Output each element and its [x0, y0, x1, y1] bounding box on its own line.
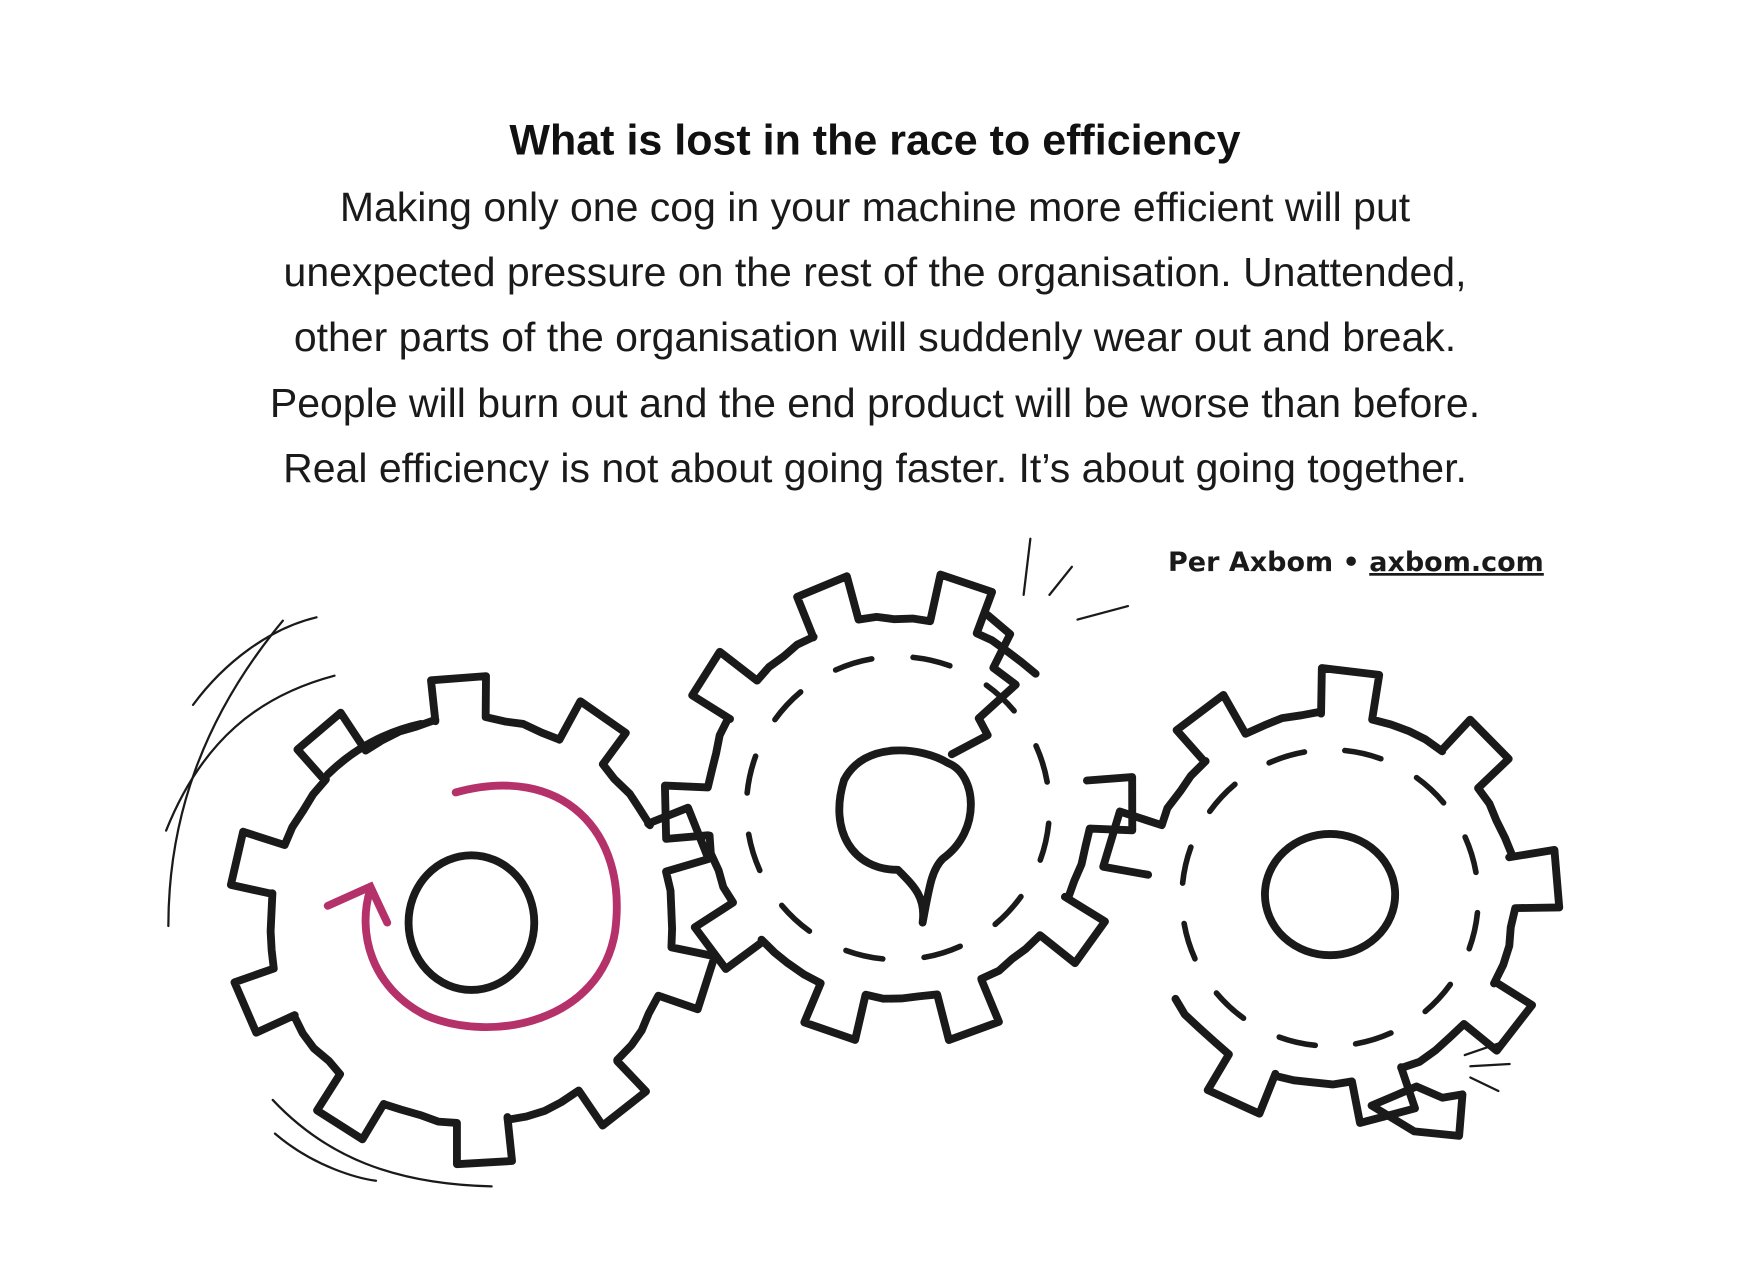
author: Per Axbom [1168, 547, 1333, 578]
break-line [1048, 565, 1074, 596]
ring-dash [1033, 743, 1050, 785]
break-line [1463, 1040, 1506, 1057]
ring-dash [1466, 909, 1481, 952]
ring-dash [1422, 981, 1454, 1015]
gear [660, 570, 1137, 1044]
gear-hub [835, 746, 975, 927]
separator: • [1343, 547, 1360, 578]
ring-dash [1413, 774, 1447, 806]
gear [1099, 664, 1564, 1127]
ring-dash [1179, 844, 1194, 886]
ring-dash [1181, 920, 1198, 962]
motion-line [271, 1098, 493, 1188]
body-line: other parts of the organisation will sud… [294, 314, 1456, 360]
ring-dash [992, 893, 1024, 928]
gears [164, 537, 1564, 1188]
ring-dash [772, 689, 804, 723]
break-line [1469, 1076, 1500, 1093]
rotation-arrow [323, 781, 621, 1031]
ring-dash [1037, 820, 1052, 863]
break-line [1076, 604, 1130, 621]
body-line: Making only one cog in your machine more… [340, 184, 1411, 230]
ring-dash [910, 654, 953, 669]
gear [226, 672, 719, 1169]
ring-dash [1352, 1030, 1394, 1047]
ring-dash [983, 682, 1017, 714]
gear-arc [323, 720, 425, 779]
gear-hub [404, 851, 539, 994]
motion-line [164, 674, 336, 832]
broken-tooth [1367, 1082, 1467, 1140]
title: What is lost in the race to efficiency [509, 116, 1240, 164]
break-line [1022, 537, 1032, 596]
crack [947, 611, 1020, 759]
ring-dash [921, 943, 964, 961]
ring-dash [1213, 990, 1247, 1021]
ring-dash [745, 831, 763, 874]
ring-dash [778, 902, 813, 934]
ring-dash [1276, 1034, 1319, 1049]
ring-dash [832, 656, 875, 673]
body-line: unexpected pressure on the rest of the o… [284, 249, 1467, 295]
motion-line [191, 616, 318, 706]
credit: Per Axbom • axbom.com [1168, 547, 1544, 578]
motion-line [167, 619, 284, 928]
ring-dash [744, 753, 759, 796]
ring-dash [843, 947, 886, 962]
ring-dash [1206, 781, 1238, 815]
body-line: Real efficiency is not about going faste… [283, 445, 1467, 491]
motion-line [273, 1132, 378, 1182]
gear-hub [1261, 830, 1400, 960]
ring-dash [1342, 747, 1384, 762]
link[interactable]: axbom.com [1369, 547, 1544, 578]
break-line [1469, 1062, 1511, 1068]
body-line: People will burn out and the end product… [270, 380, 1480, 426]
ring-dash [1266, 749, 1308, 766]
ring-dash [1462, 834, 1479, 876]
